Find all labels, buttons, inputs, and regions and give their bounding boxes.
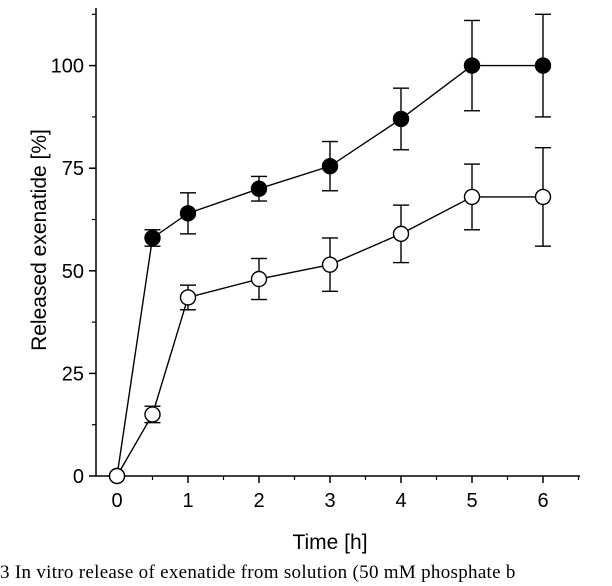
x-tick-label: 0 bbox=[111, 490, 122, 512]
data-point-open bbox=[463, 188, 481, 206]
data-point-open bbox=[144, 406, 161, 423]
data-point-filled bbox=[463, 57, 481, 74]
y-tick-label: 75 bbox=[62, 158, 84, 180]
axes bbox=[95, 8, 580, 477]
data-point-open bbox=[250, 270, 268, 288]
data-point-open bbox=[534, 188, 552, 206]
plot-series bbox=[108, 13, 552, 485]
data-point-filled bbox=[144, 229, 161, 247]
figure-caption: 3 In vitro release of exenatide from sol… bbox=[0, 562, 516, 583]
y-tick-label: 25 bbox=[62, 363, 84, 385]
x-tick-label: 2 bbox=[253, 490, 264, 512]
release-chart: 0 25 50 75 100 0 1 2 3 4 5 6 Time [h] Released exen… bbox=[28, 8, 580, 554]
x-tick-label: 4 bbox=[395, 490, 406, 512]
data-point-open bbox=[108, 467, 126, 485]
tick-labels: 0 25 50 75 100 0 1 2 3 4 5 6 bbox=[51, 56, 549, 512]
y-tick-label: 50 bbox=[62, 261, 84, 283]
y-axis-title: Released exenatide [%] bbox=[28, 129, 51, 351]
axis-ticks bbox=[89, 13, 580, 483]
y-tick-label: 100 bbox=[51, 56, 84, 78]
x-axis-title: Time [h] bbox=[292, 531, 367, 554]
x-tick-label: 5 bbox=[466, 490, 477, 512]
x-tick-label: 3 bbox=[324, 490, 335, 512]
x-tick-label: 1 bbox=[182, 490, 193, 512]
series-line bbox=[116, 196, 543, 477]
series-open bbox=[108, 146, 552, 485]
data-point-filled bbox=[534, 57, 552, 74]
y-tick-label: 0 bbox=[73, 466, 84, 488]
data-point-open bbox=[179, 289, 197, 306]
data-point-filled bbox=[321, 157, 339, 175]
data-point-open bbox=[392, 225, 410, 243]
x-tick-label: 6 bbox=[537, 490, 548, 512]
data-point-filled bbox=[392, 110, 410, 128]
data-point-filled bbox=[179, 205, 197, 222]
data-point-open bbox=[321, 256, 339, 273]
data-point-filled bbox=[250, 180, 268, 197]
